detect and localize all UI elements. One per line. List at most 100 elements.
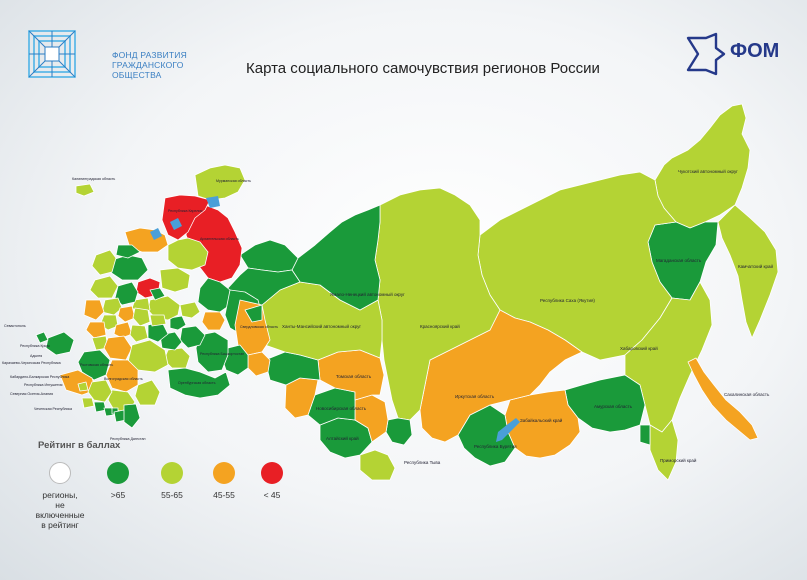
legend-label-over-65: >65 <box>110 490 126 500</box>
fom-logo: ФОМ <box>684 32 794 78</box>
region-nenets[interactable] <box>239 239 299 273</box>
region-kchr[interactable] <box>81 397 95 409</box>
region-komi-south <box>244 304 263 323</box>
region-smolensk[interactable] <box>89 275 119 299</box>
region-khakassia[interactable] <box>385 417 413 446</box>
region-dagestan[interactable] <box>123 403 141 429</box>
region-mariel[interactable] <box>179 301 201 319</box>
label-ingushetia: Республика Ингушетия <box>24 383 63 387</box>
legend-item-not-rated: регионы, не включенные в рейтинг <box>30 462 90 530</box>
legend-label-not-rated: регионы, не включенные в рейтинг <box>35 490 85 530</box>
region-kbr[interactable] <box>93 401 107 413</box>
region-lipetsk[interactable] <box>113 321 133 339</box>
label-kaliningrad: Калининградская область <box>72 177 115 181</box>
region-bashkortostan[interactable] <box>195 331 229 373</box>
label-adygea: Адыгея <box>30 354 42 358</box>
lake-ladoga <box>150 228 162 240</box>
label-novosibirsk: Новосибирская область <box>316 406 367 411</box>
label-kbr: Кабардино-Балкарская Республика <box>10 375 69 379</box>
region-mordovia[interactable] <box>149 314 167 327</box>
region-vologda[interactable] <box>167 237 209 271</box>
legend-label-under-45: < 45 <box>263 490 281 500</box>
region-kaliningrad[interactable] <box>75 183 95 197</box>
label-amur: Амурская область <box>594 404 633 409</box>
region-astrakhan[interactable] <box>134 379 161 406</box>
region-pskov[interactable] <box>91 249 117 276</box>
region-kamchatka[interactable] <box>717 204 779 339</box>
fond-logo-emblem <box>28 30 76 78</box>
region-tula[interactable] <box>117 305 136 323</box>
region-kostroma[interactable] <box>159 267 191 293</box>
region-kurgan[interactable] <box>247 351 271 377</box>
fond-logo: ФОНД РАЗВИТИЯ ГРАЖДАНСКОГО ОБЩЕСТВА <box>26 28 187 80</box>
label-khmao: Ханты-Мансийский автономный округ <box>282 323 361 329</box>
region-adygea[interactable] <box>77 381 89 392</box>
label-chukotka: Чукотский автономный округ <box>678 168 738 174</box>
region-rostov[interactable] <box>77 349 111 381</box>
legend-dot-white <box>49 462 71 484</box>
label-sakhalin: Сахалинская область <box>724 392 770 397</box>
legend-item-under-45: < 45 <box>252 462 292 500</box>
label-sakha: Республика Саха (Якутия) <box>540 298 595 303</box>
label-kchr: Карачаево-Черкесская Республика <box>2 361 61 365</box>
region-udmurtia[interactable] <box>201 311 226 331</box>
region-tambov[interactable] <box>129 324 149 343</box>
label-chechnya: Чеченская Республика <box>34 407 72 411</box>
region-novgorod[interactable] <box>115 244 141 259</box>
label-zabaikalsky: Забайкальский край <box>520 417 563 423</box>
region-chuvashia[interactable] <box>169 315 187 331</box>
legend-label-55-65: 55-65 <box>161 490 183 500</box>
region-voronezh[interactable] <box>103 335 133 361</box>
fond-logo-line-3: ОБЩЕСТВА <box>112 70 162 80</box>
region-jewish[interactable] <box>639 424 651 446</box>
label-rostov: Ростовская область <box>80 363 113 367</box>
legend-item-45-55: 45-55 <box>202 462 246 500</box>
region-crimea[interactable] <box>45 331 75 356</box>
page-title: Карта социального самочувствия регионов … <box>246 60 600 77</box>
label-buryatia: Республика Бурятия <box>474 444 517 449</box>
legend-title: Рейтинг в баллах <box>38 440 121 451</box>
region-sevastopol[interactable] <box>35 331 49 344</box>
region-primorsky[interactable] <box>649 419 679 481</box>
label-orenburg: Оренбургская область <box>178 381 216 385</box>
region-kemerovo[interactable] <box>354 394 389 443</box>
region-ivanovo[interactable] <box>149 287 166 301</box>
region-ossetia[interactable] <box>103 407 115 417</box>
legend-item-55-65: 55-65 <box>150 462 194 500</box>
label-bashkortostan: Республика Башкортостан <box>200 352 244 356</box>
label-volgograd: Волгоградская область <box>104 377 143 381</box>
region-bryansk[interactable] <box>83 299 105 321</box>
region-kursk[interactable] <box>85 321 107 339</box>
region-kirov[interactable] <box>197 277 231 313</box>
region-nizhny[interactable] <box>147 295 181 321</box>
label-murmansk: Мурманская область <box>216 179 251 183</box>
legend-dot-green <box>107 462 129 484</box>
label-crimea: Республика Крым <box>20 344 50 348</box>
label-ossetia: Северная Осетия-Алания <box>10 392 53 396</box>
lake-onega <box>170 218 182 230</box>
region-buryatia[interactable] <box>457 404 516 467</box>
label-tomsk: Томская область <box>336 374 372 379</box>
legend-dot-orange <box>213 462 235 484</box>
fond-logo-line-1: ФОНД РАЗВИТИЯ <box>112 50 187 60</box>
fom-logo-text: ФОМ <box>730 40 780 62</box>
region-yamal[interactable] <box>291 204 381 311</box>
label-krasnoyarsk: Красноярский край <box>420 323 460 329</box>
region-moscow[interactable] <box>114 281 139 306</box>
label-karelia: Республика Карелия <box>168 209 203 213</box>
region-ryazan[interactable] <box>132 307 151 327</box>
region-sakhalin[interactable] <box>687 357 759 441</box>
region-stavropol[interactable] <box>87 379 113 403</box>
region-altai-rep[interactable] <box>359 449 396 481</box>
label-tuva: Республика Тыва <box>404 460 441 465</box>
legend-label-45-55: 45-55 <box>213 490 235 500</box>
legend-dot-lime <box>161 462 183 484</box>
legend-dot-red <box>261 462 283 484</box>
label-yamal: Ямало-Ненецкий автономный округ <box>330 291 405 297</box>
label-kamchatka: Камчатский край <box>738 263 773 269</box>
region-orenburg[interactable] <box>167 367 231 399</box>
region-volgograd[interactable] <box>105 359 139 393</box>
lake-white-sea <box>206 196 220 208</box>
